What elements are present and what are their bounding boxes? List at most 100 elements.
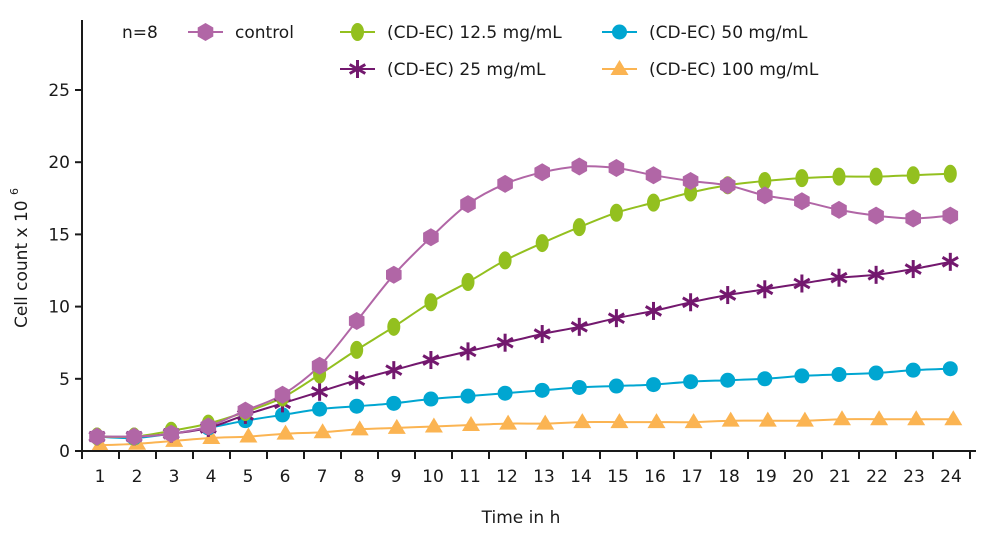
data-point xyxy=(200,417,217,436)
x-tick-label: 21 xyxy=(829,467,851,487)
y-axis-title-text: Cell count x 10 xyxy=(12,200,32,328)
data-point xyxy=(944,410,963,426)
data-point xyxy=(647,193,660,212)
legend-marker-circle-icon xyxy=(612,24,627,40)
data-point xyxy=(572,218,586,237)
x-tick-label: 17 xyxy=(681,467,703,487)
data-point xyxy=(313,423,332,439)
legend-marker-hexagon-icon xyxy=(197,23,214,41)
data-point xyxy=(536,414,555,430)
legend-item: (CD-EC) 12.5 mg/mL xyxy=(340,23,562,43)
legend-marker-asterisk-icon xyxy=(348,60,367,78)
data-point xyxy=(942,206,959,225)
legend-marker-ellipse-icon xyxy=(351,23,364,41)
data-point xyxy=(758,411,777,427)
data-point xyxy=(462,416,480,432)
x-axis-title: Time in h xyxy=(481,508,561,528)
data-point xyxy=(905,362,921,378)
x-tick-label: 7 xyxy=(317,467,328,487)
data-point xyxy=(498,251,512,270)
x-tick-label: 11 xyxy=(459,467,481,487)
data-point xyxy=(907,410,926,426)
x-tick-label: 13 xyxy=(533,467,555,487)
x-tick-label: 15 xyxy=(607,467,629,487)
data-point xyxy=(311,382,329,401)
x-tick-label: 10 xyxy=(422,467,444,487)
data-point xyxy=(535,234,549,253)
data-point xyxy=(644,301,663,320)
sample-size-annotation: n=8 xyxy=(122,23,158,43)
data-point xyxy=(276,424,295,440)
legend-label: (CD-EC) 25 mg/mL xyxy=(387,60,546,80)
data-point xyxy=(350,340,364,359)
data-point xyxy=(459,342,477,361)
data-point xyxy=(721,411,740,427)
data-point xyxy=(571,157,588,176)
data-point xyxy=(386,395,402,411)
legend-label: (CD-EC) 50 mg/mL xyxy=(649,23,808,43)
series-line-0 xyxy=(96,165,951,438)
data-point xyxy=(684,413,703,429)
data-point xyxy=(870,410,889,426)
data-point xyxy=(720,372,736,388)
data-point xyxy=(311,356,328,375)
data-point xyxy=(607,309,625,328)
data-point xyxy=(274,385,291,404)
data-point xyxy=(867,265,885,284)
series-points-2 xyxy=(89,361,958,446)
x-tick-label: 4 xyxy=(206,467,217,487)
data-point xyxy=(794,368,810,384)
x-tick-label: 20 xyxy=(792,467,814,487)
data-point xyxy=(350,420,369,436)
data-point xyxy=(757,371,773,387)
data-point xyxy=(832,167,846,186)
y-tick-label: 5 xyxy=(59,370,70,390)
data-point xyxy=(534,163,550,182)
data-point xyxy=(609,203,623,222)
x-tick-label: 9 xyxy=(391,467,402,487)
data-point xyxy=(758,171,772,190)
x-tick-label: 1 xyxy=(95,467,106,487)
y-ticks: 0 5 10 15 20 25 xyxy=(48,81,82,462)
y-tick-label: 0 xyxy=(59,442,70,462)
data-point xyxy=(460,195,476,214)
data-point xyxy=(719,176,736,195)
x-tick-label: 8 xyxy=(354,467,365,487)
y-tick-label: 20 xyxy=(48,153,70,173)
data-point xyxy=(683,374,699,390)
data-point xyxy=(904,260,922,279)
data-point xyxy=(499,414,518,430)
data-point xyxy=(275,407,290,423)
data-point xyxy=(647,413,666,429)
data-point xyxy=(869,167,883,186)
data-point xyxy=(682,172,699,190)
data-point xyxy=(423,391,439,407)
data-point xyxy=(534,382,550,398)
x-tick-label: 24 xyxy=(940,467,962,487)
y-axis-title-superscript: 6 xyxy=(8,188,21,195)
x-tick-label: 12 xyxy=(496,467,518,487)
x-tick-label: 19 xyxy=(755,467,777,487)
series-points-3 xyxy=(88,252,959,446)
data-point xyxy=(497,174,513,193)
data-point xyxy=(348,371,366,390)
data-point xyxy=(830,268,848,287)
data-point xyxy=(312,401,328,417)
data-point xyxy=(349,398,365,414)
data-point xyxy=(461,273,475,292)
legend-item: control xyxy=(188,23,294,43)
y-axis-title: Cell count x 10 6 xyxy=(8,188,32,328)
data-point xyxy=(237,401,254,420)
data-point xyxy=(793,274,811,293)
x-tick-label: 23 xyxy=(903,467,925,487)
data-point xyxy=(424,417,443,433)
data-point xyxy=(570,317,588,336)
y-tick-label: 15 xyxy=(48,225,70,245)
data-point xyxy=(794,192,810,211)
x-tick-label: 14 xyxy=(570,467,592,487)
legend-item: (CD-EC) 25 mg/mL xyxy=(340,60,546,80)
data-point xyxy=(719,286,737,305)
x-tick-label: 5 xyxy=(243,467,254,487)
data-point xyxy=(646,377,661,393)
